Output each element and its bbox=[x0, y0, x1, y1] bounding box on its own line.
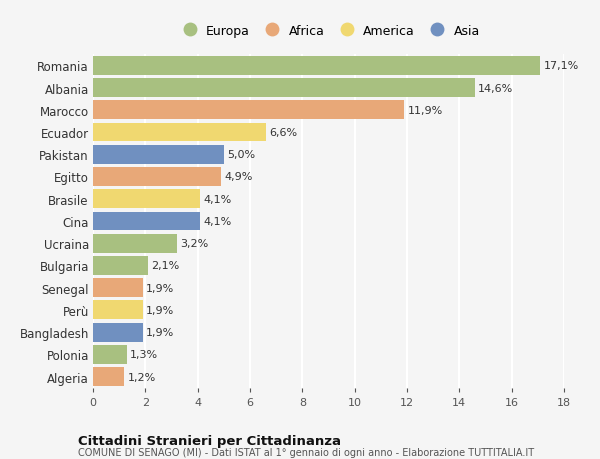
Bar bbox=[93, 279, 143, 297]
Text: 1,9%: 1,9% bbox=[146, 283, 174, 293]
Bar bbox=[93, 257, 148, 275]
Bar bbox=[93, 146, 224, 164]
Text: 5,0%: 5,0% bbox=[227, 150, 255, 160]
Bar bbox=[93, 101, 404, 120]
Text: 1,2%: 1,2% bbox=[128, 372, 156, 382]
Bar bbox=[93, 323, 143, 342]
Bar bbox=[93, 367, 124, 386]
Text: 6,6%: 6,6% bbox=[269, 128, 297, 138]
Text: Cittadini Stranieri per Cittadinanza: Cittadini Stranieri per Cittadinanza bbox=[78, 434, 341, 447]
Bar bbox=[93, 345, 127, 364]
Bar bbox=[93, 79, 475, 98]
Text: COMUNE DI SENAGO (MI) - Dati ISTAT al 1° gennaio di ogni anno - Elaborazione TUT: COMUNE DI SENAGO (MI) - Dati ISTAT al 1°… bbox=[78, 448, 534, 458]
Text: 14,6%: 14,6% bbox=[478, 84, 514, 93]
Bar bbox=[93, 57, 541, 76]
Text: 1,9%: 1,9% bbox=[146, 305, 174, 315]
Bar bbox=[93, 190, 200, 209]
Text: 17,1%: 17,1% bbox=[544, 61, 579, 71]
Bar bbox=[93, 301, 143, 319]
Bar bbox=[93, 123, 266, 142]
Text: 4,1%: 4,1% bbox=[203, 217, 232, 226]
Bar bbox=[93, 234, 177, 253]
Text: 1,9%: 1,9% bbox=[146, 327, 174, 337]
Text: 4,9%: 4,9% bbox=[224, 172, 253, 182]
Text: 11,9%: 11,9% bbox=[407, 106, 443, 116]
Text: 3,2%: 3,2% bbox=[180, 239, 208, 249]
Text: 4,1%: 4,1% bbox=[203, 194, 232, 204]
Bar bbox=[93, 212, 200, 231]
Text: 2,1%: 2,1% bbox=[151, 261, 179, 271]
Legend: Europa, Africa, America, Asia: Europa, Africa, America, Asia bbox=[177, 25, 480, 38]
Bar bbox=[93, 168, 221, 186]
Text: 1,3%: 1,3% bbox=[130, 350, 158, 359]
